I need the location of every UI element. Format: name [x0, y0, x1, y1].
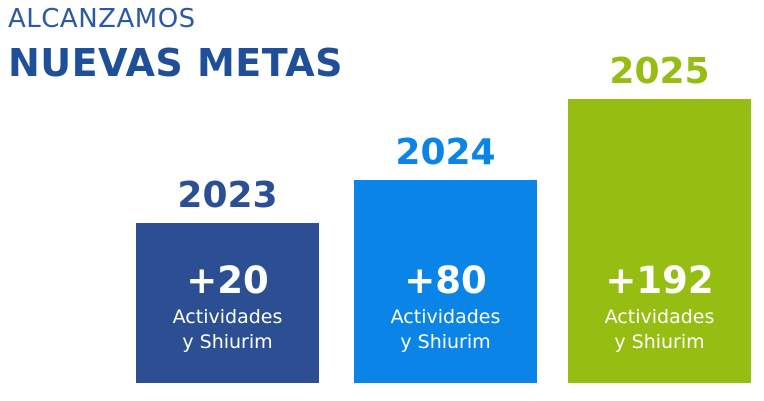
year-label-2024: 2024 [395, 132, 495, 173]
year-label-2023: 2023 [177, 175, 277, 216]
unit-label-line1-2024: Actividades [391, 306, 501, 328]
value-label-2025: +192 [605, 259, 713, 302]
unit-label-line1-2023: Actividades [173, 306, 283, 328]
year-label-2025: 2025 [609, 51, 709, 92]
bar-2024 [354, 180, 537, 383]
unit-label-line2-2025: y Shiurim [614, 331, 704, 353]
value-label-2024: +80 [404, 259, 487, 302]
unit-label-line1-2025: Actividades [605, 306, 715, 328]
unit-label-line2-2023: y Shiurim [182, 331, 272, 353]
value-label-2023: +20 [186, 259, 269, 302]
unit-label-line2-2024: y Shiurim [400, 331, 490, 353]
header-eyebrow: ALCANZAMOS [8, 4, 196, 34]
bar-2025 [568, 99, 751, 383]
bar-2023 [136, 223, 319, 383]
page-title: NUEVAS METAS [8, 41, 343, 85]
